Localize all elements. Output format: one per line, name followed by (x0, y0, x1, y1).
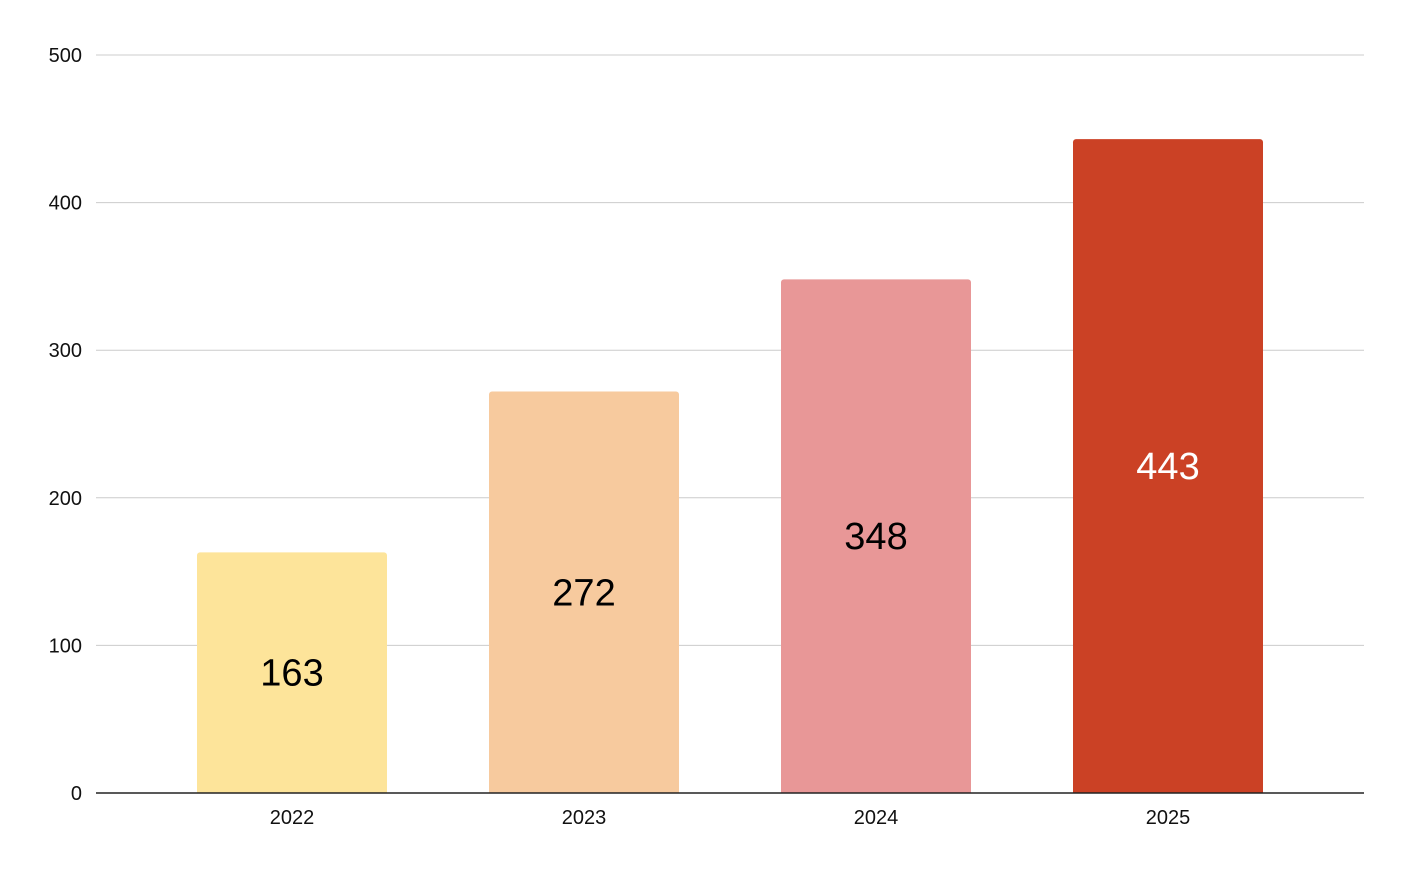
x-tick-label-2024: 2024 (854, 807, 899, 829)
bars (197, 139, 1263, 793)
bar-2024 (781, 279, 971, 793)
data-labels: 163 272 348 443 (260, 446, 1199, 695)
x-tick-label-2025: 2025 (1146, 807, 1191, 829)
bar-2023 (489, 391, 679, 793)
y-tick-label: 400 (49, 193, 82, 215)
bar-base-2023 (489, 787, 679, 793)
bar-2022 (197, 552, 387, 793)
bar-2025 (1073, 139, 1263, 793)
y-tick-label: 0 (71, 783, 82, 805)
data-label-2022: 163 (260, 653, 323, 695)
data-label-2024: 348 (844, 516, 907, 558)
y-tick-label: 200 (49, 488, 82, 510)
data-label-2025: 443 (1136, 446, 1199, 488)
bar-base-2022 (197, 787, 387, 793)
data-label-2023: 272 (552, 572, 615, 614)
y-tick-label: 300 (49, 340, 82, 362)
y-tick-label: 100 (49, 635, 82, 657)
x-tick-label-2022: 2022 (270, 807, 315, 829)
x-tick-label-2023: 2023 (562, 807, 607, 829)
y-tick-label: 500 (49, 45, 82, 67)
axes: 0 100 200 300 400 500 2022 2023 2024 2025 (49, 45, 1364, 829)
bar-base-2024 (781, 787, 971, 793)
bar-base-2025 (1073, 787, 1263, 793)
